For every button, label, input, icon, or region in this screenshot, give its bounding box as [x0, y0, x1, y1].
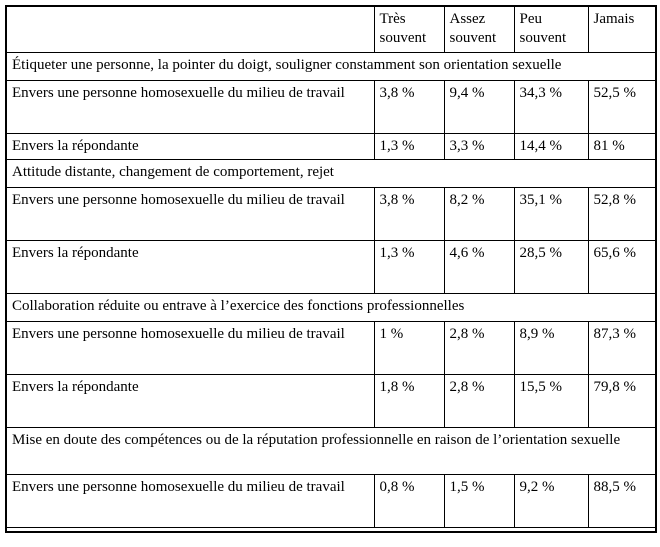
- value-cell: 14,4 %: [513, 133, 589, 160]
- value-cell: 28,5 %: [513, 240, 589, 294]
- value-cell: 3,8 %: [373, 80, 445, 134]
- column-header-tres-souvent: Très souvent: [373, 5, 445, 53]
- row-label: Envers une personne homosexuelle du mili…: [5, 187, 375, 241]
- value-cell: 35,1 %: [513, 187, 589, 241]
- table-row: Envers une personne homosexuelle du mili…: [5, 321, 657, 375]
- value-cell: 1,3 %: [373, 133, 445, 160]
- column-header-assez-souvent: Assez souvent: [443, 5, 515, 53]
- section-title: Étiqueter une personne, la pointer du do…: [5, 52, 657, 81]
- document-page: Très souvent Assez souvent Peu souvent J…: [5, 5, 657, 533]
- empty-cell: [5, 527, 657, 533]
- value-cell: 87,3 %: [587, 321, 657, 375]
- section-row: Collaboration réduite ou entrave à l’exe…: [5, 293, 657, 322]
- section-title: Collaboration réduite ou entrave à l’exe…: [5, 293, 657, 322]
- table-row: Envers une personne homosexuelle du mili…: [5, 187, 657, 241]
- value-cell: 2,8 %: [443, 374, 515, 428]
- section-title: Mise en doute des compétences ou de la r…: [5, 427, 657, 475]
- corner-cell: [5, 5, 375, 53]
- header-row: Très souvent Assez souvent Peu souvent J…: [5, 5, 657, 53]
- section-row: Étiqueter une personne, la pointer du do…: [5, 52, 657, 81]
- value-cell: 1,8 %: [373, 374, 445, 428]
- value-cell: 3,3 %: [443, 133, 515, 160]
- value-cell: 1 %: [373, 321, 445, 375]
- value-cell: 88,5 %: [587, 474, 657, 528]
- table-row: Envers une personne homosexuelle du mili…: [5, 474, 657, 528]
- value-cell: 1,3 %: [373, 240, 445, 294]
- table-row: Envers la répondante 1,8 % 2,8 % 15,5 % …: [5, 374, 657, 428]
- row-label: Envers la répondante: [5, 133, 375, 160]
- section-row: Mise en doute des compétences ou de la r…: [5, 427, 657, 475]
- table-row: Envers une personne homosexuelle du mili…: [5, 80, 657, 134]
- value-cell: 79,8 %: [587, 374, 657, 428]
- results-table: Très souvent Assez souvent Peu souvent J…: [5, 5, 657, 533]
- section-row: Attitude distante, changement de comport…: [5, 159, 657, 188]
- row-label: Envers une personne homosexuelle du mili…: [5, 474, 375, 528]
- value-cell: 15,5 %: [513, 374, 589, 428]
- value-cell: 8,9 %: [513, 321, 589, 375]
- table-row: Envers la répondante 1,3 % 3,3 % 14,4 % …: [5, 133, 657, 160]
- column-header-peu-souvent: Peu souvent: [513, 5, 589, 53]
- value-cell: 1,5 %: [443, 474, 515, 528]
- value-cell: 34,3 %: [513, 80, 589, 134]
- value-cell: 52,8 %: [587, 187, 657, 241]
- value-cell: 52,5 %: [587, 80, 657, 134]
- row-label: Envers la répondante: [5, 240, 375, 294]
- column-header-jamais: Jamais: [587, 5, 657, 53]
- value-cell: 0,8 %: [373, 474, 445, 528]
- value-cell: 65,6 %: [587, 240, 657, 294]
- section-title: Attitude distante, changement de comport…: [5, 159, 657, 188]
- value-cell: 3,8 %: [373, 187, 445, 241]
- table-row: Envers la répondante 1,3 % 4,6 % 28,5 % …: [5, 240, 657, 294]
- row-label: Envers une personne homosexuelle du mili…: [5, 80, 375, 134]
- row-label: Envers une personne homosexuelle du mili…: [5, 321, 375, 375]
- row-label: Envers la répondante: [5, 374, 375, 428]
- value-cell: 9,4 %: [443, 80, 515, 134]
- value-cell: 81 %: [587, 133, 657, 160]
- value-cell: 8,2 %: [443, 187, 515, 241]
- empty-bottom-row: [5, 527, 657, 533]
- value-cell: 2,8 %: [443, 321, 515, 375]
- value-cell: 4,6 %: [443, 240, 515, 294]
- value-cell: 9,2 %: [513, 474, 589, 528]
